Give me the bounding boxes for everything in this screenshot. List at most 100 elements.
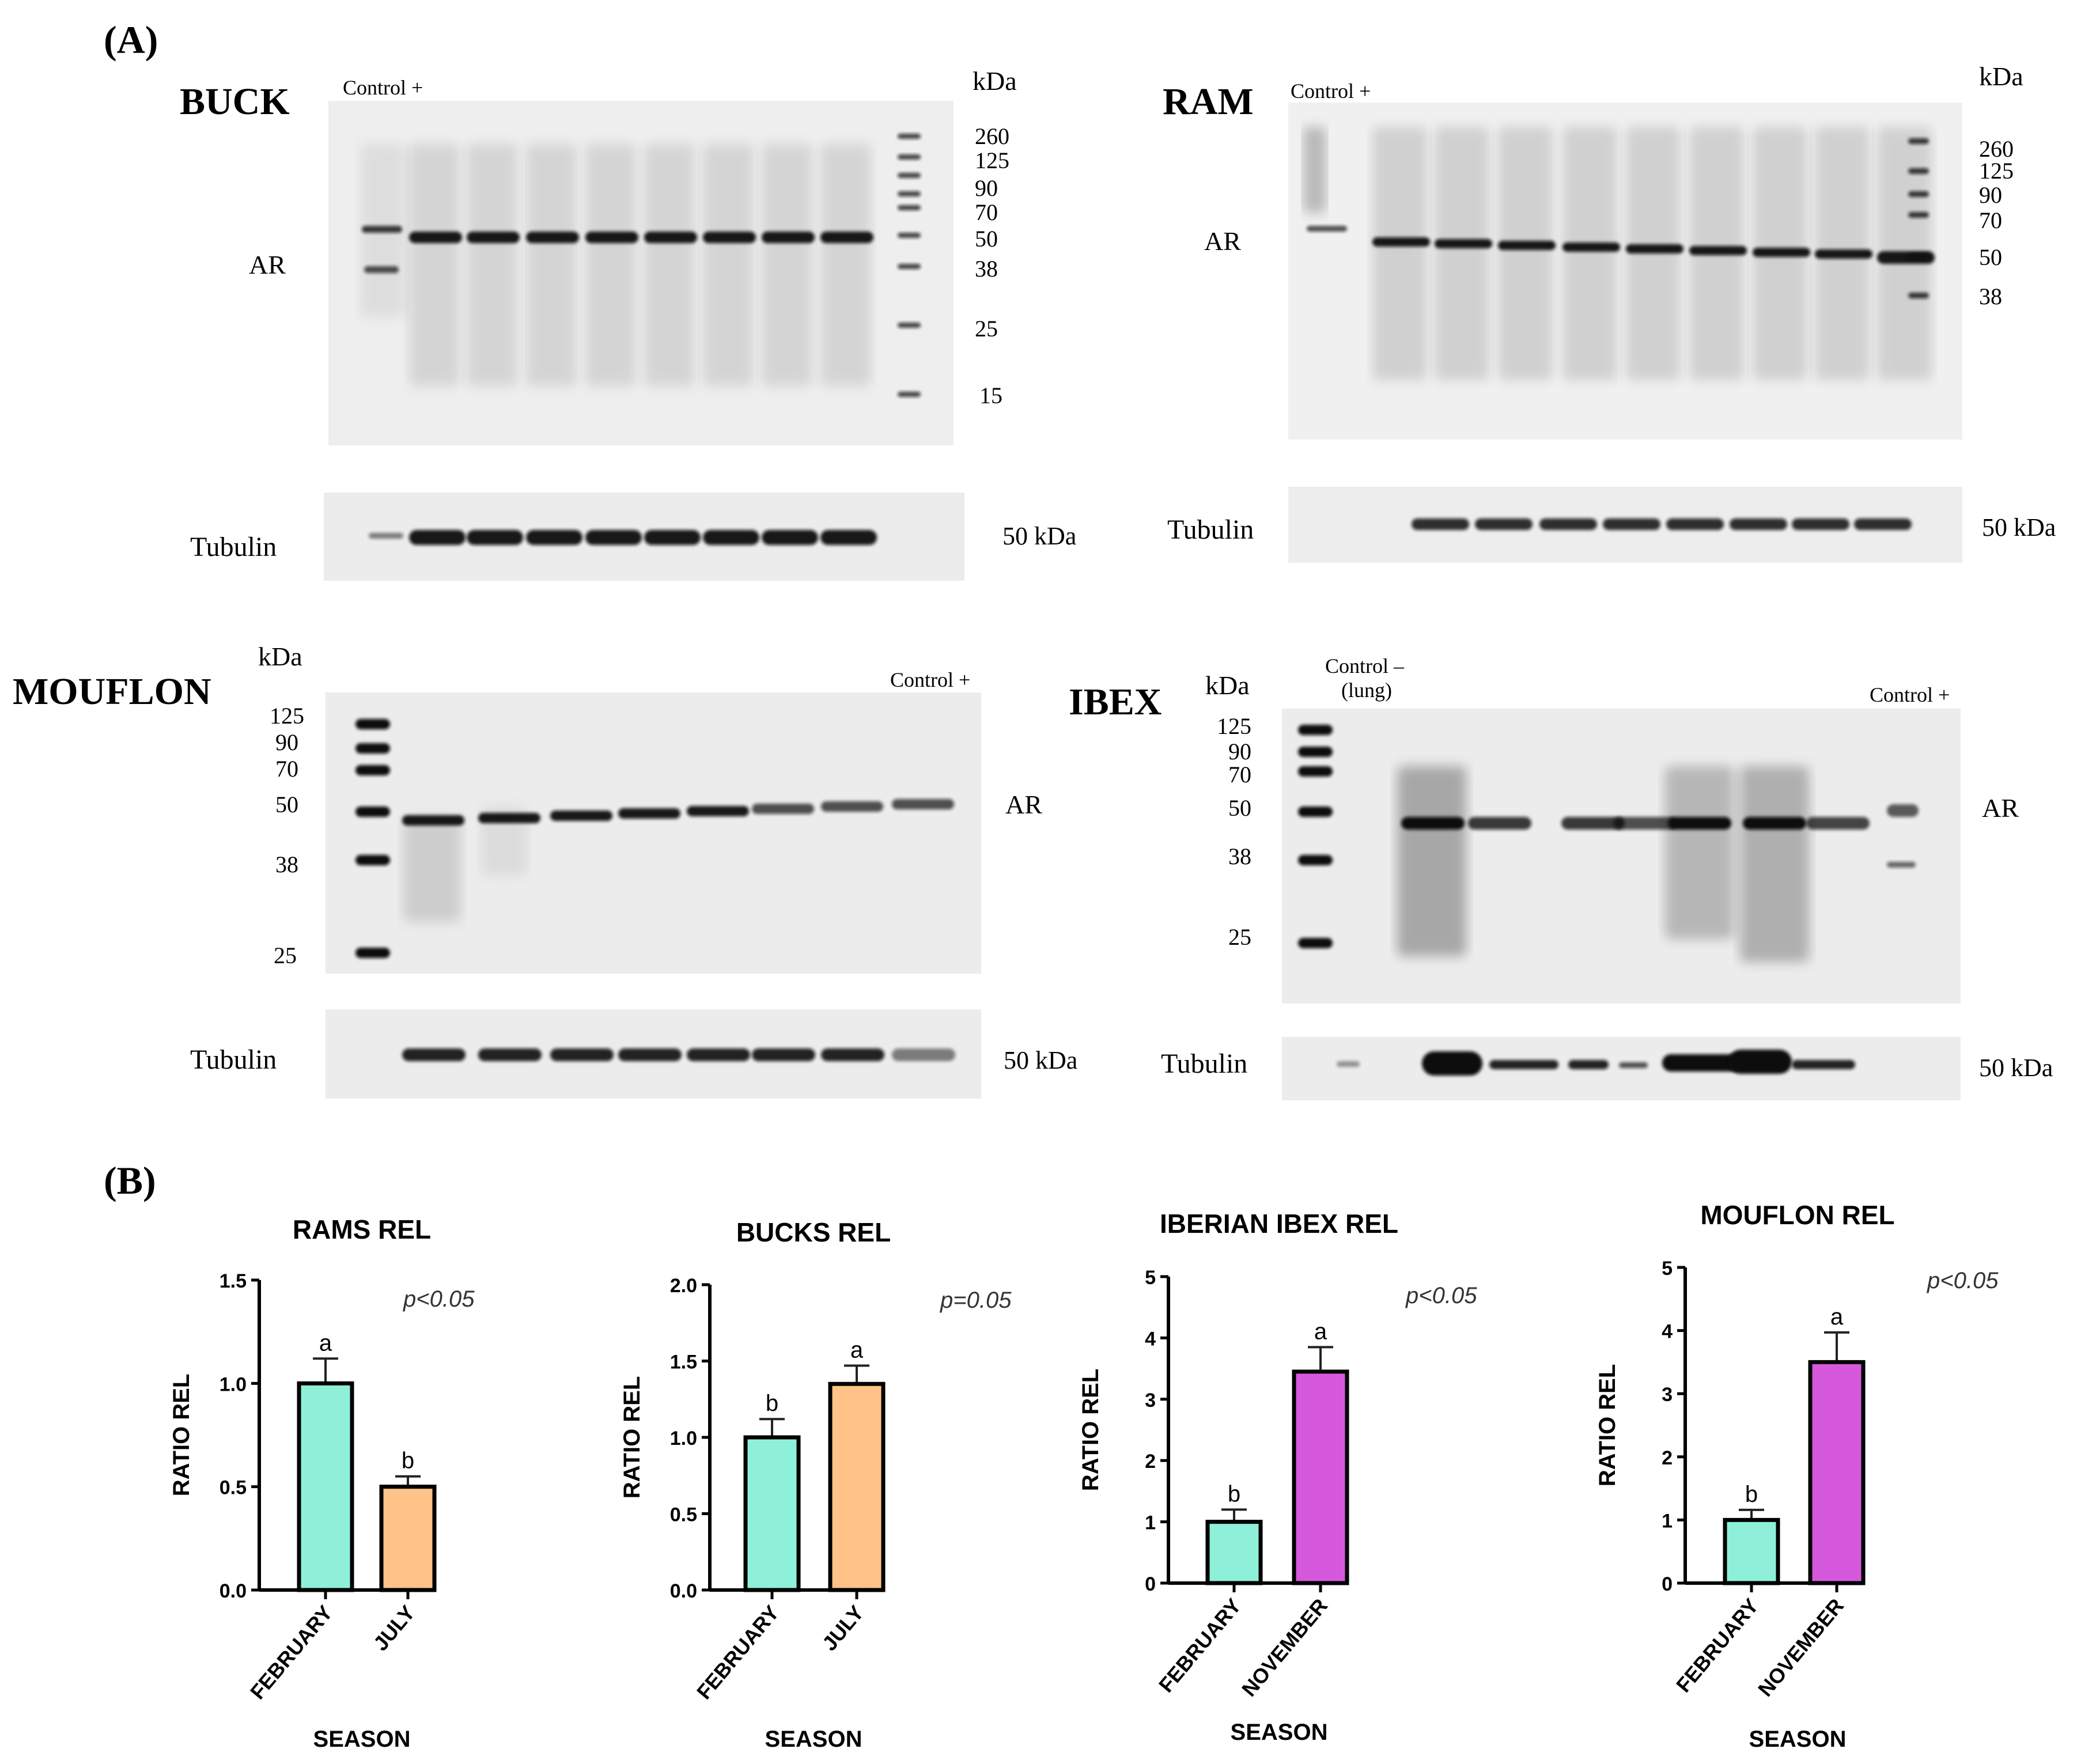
- ram-tubulin-band: [1792, 518, 1849, 530]
- buck-lane-smear: [409, 144, 460, 386]
- y-axis-label: RATIO REL: [1595, 1364, 1620, 1487]
- ram-ladder-band: [1908, 253, 1929, 259]
- ibex-marker-labels: 125 90 70 50 38 25: [1217, 713, 1251, 950]
- ram-tubulin-label: Tubulin: [1167, 514, 1254, 545]
- buck-ar-label: AR: [249, 250, 286, 279]
- ibex-ladder-band: [1298, 766, 1333, 777]
- ram-tubulin-band: [1666, 518, 1724, 530]
- chart-title: MOUFLON REL: [1700, 1200, 1894, 1230]
- ram-ar-label: AR: [1204, 226, 1241, 256]
- buck-marker-260: 260: [975, 123, 1009, 149]
- ram-ar-band: [1815, 249, 1872, 259]
- ibex-tubulin-band: [1728, 1050, 1792, 1074]
- y-tick-label: 1.5: [670, 1352, 697, 1373]
- mouflon-lane-smear: [403, 818, 461, 922]
- ram-ladder: [1908, 138, 1929, 298]
- buck-marker-70: 70: [975, 199, 998, 225]
- x-tick-label: FEBRUARY: [1154, 1594, 1246, 1697]
- buck-control-band: [364, 266, 399, 273]
- ibex-ar-band: [1561, 817, 1625, 830]
- buck-marker-15: 15: [979, 383, 1002, 408]
- ram-tubulin-band: [1539, 518, 1597, 530]
- ram-ar-smears: [1303, 127, 1932, 380]
- ram-lane-smear: [1435, 127, 1489, 380]
- ram-ar-band: [1563, 243, 1620, 252]
- ibex-ladder-band: [1298, 855, 1333, 865]
- ibex-ladder-band: [1298, 725, 1333, 735]
- bar-november: [1292, 1369, 1349, 1585]
- mouflon-kda-title: kDa: [258, 642, 302, 671]
- buck-ar-smears: [360, 144, 871, 386]
- y-tick-label: 0.5: [670, 1504, 697, 1526]
- buck-tubulin-band: [762, 530, 818, 545]
- x-tick-label: FEBRUARY: [692, 1601, 784, 1704]
- x-axis-label: SEASON: [1749, 1727, 1847, 1752]
- ram-ar-band: [1753, 248, 1810, 257]
- significance-letter: b: [766, 1391, 778, 1416]
- x-axis-label: SEASON: [1231, 1720, 1328, 1745]
- buck-lane-smear: [467, 144, 517, 386]
- buck-ar-band: [409, 232, 462, 243]
- buck-tubulin-label: Tubulin: [190, 532, 277, 562]
- buck-marker-25: 25: [975, 316, 998, 342]
- buck-lane-smear: [526, 144, 577, 386]
- bar-chart-1: RAMS REL p<0.05 RATIO REL 0.0 0.5 1.0 1.5 a FEBR…: [169, 1214, 475, 1752]
- ibex-ladder-band: [1298, 807, 1333, 817]
- chart-title: BUCKS REL: [736, 1217, 891, 1247]
- buck-control-positive-label: Control +: [343, 76, 423, 99]
- p-value-label: p=0.05: [940, 1288, 1012, 1313]
- x-tick-label: JULY: [369, 1601, 419, 1655]
- ram-marker-labels: 260 125 90 70 50 38: [1979, 136, 2014, 309]
- ram-blot: RAM Control + kDa 260 125 90 70 50 38 AR…: [1163, 62, 2056, 563]
- ibex-tubulin-band: [1568, 1060, 1609, 1069]
- y-tick-label: 0.5: [220, 1477, 247, 1499]
- x-tick-label: FEBRUARY: [1671, 1594, 1763, 1697]
- ibex-ar-band: [1401, 817, 1465, 830]
- buck-control-band: [362, 226, 402, 233]
- ibex-tubulin-band: [1619, 1062, 1648, 1068]
- bar-charts: RAMS REL p<0.05 RATIO REL 0.0 0.5 1.0 1.5 a FEBR…: [169, 1200, 1999, 1752]
- ram-tubulin-bands: [1412, 518, 1912, 530]
- ibex-ar-band: [1887, 804, 1919, 817]
- mouflon-ar-band: [402, 815, 464, 826]
- mouflon-marker-125: 125: [270, 703, 304, 729]
- bar-february: [297, 1381, 354, 1592]
- y-tick-label: 2.0: [670, 1275, 697, 1297]
- ram-tubulin-band: [1475, 518, 1533, 530]
- buck-ladder-band: [898, 233, 921, 238]
- ibex-marker-38: 38: [1228, 843, 1251, 869]
- mouflon-ar-bands: [402, 799, 954, 826]
- ibex-ar-band: [1806, 817, 1870, 830]
- ram-ladder-band: [1908, 191, 1929, 197]
- ram-tubulin-band: [1603, 518, 1660, 530]
- ibex-marker-25: 25: [1228, 924, 1251, 950]
- ram-lane-smear: [1498, 127, 1553, 380]
- y-tick-label: 3: [1145, 1390, 1156, 1411]
- ram-tubulin-band: [1730, 518, 1787, 530]
- ibex-lane-smear: [1740, 766, 1809, 962]
- ram-control-band: [1307, 226, 1347, 232]
- buck-blot: BUCK Control + kDa 260 125 90 70 50 38 2…: [180, 66, 1076, 581]
- mouflon-ar-label: AR: [1005, 790, 1042, 819]
- mouflon-ladder: [355, 719, 390, 958]
- ibex-kda-title: kDa: [1205, 671, 1250, 700]
- buck-species-label: BUCK: [180, 81, 290, 123]
- buck-tubulin-band: [526, 530, 582, 545]
- y-tick-label: 1.0: [220, 1373, 247, 1395]
- x-axis-label: SEASON: [765, 1727, 862, 1752]
- mouflon-ladder-band: [355, 807, 390, 817]
- mouflon-control-positive-label: Control +: [890, 668, 970, 691]
- ibex-ar-band: [1743, 817, 1806, 830]
- ibex-ladder-band: [1298, 747, 1333, 757]
- buck-kda-title: kDa: [973, 66, 1017, 96]
- mouflon-tubulin-band: [687, 1048, 750, 1061]
- ibex-tubulin-bands: [1337, 1050, 1855, 1076]
- mouflon-marker-70: 70: [275, 756, 298, 782]
- buck-lane-smear: [703, 144, 754, 386]
- ibex-ar-membrane: [1282, 709, 1961, 1004]
- y-tick-label: 2: [1145, 1451, 1156, 1472]
- ibex-tubulin-kda: 50 kDa: [1979, 1054, 2053, 1082]
- buck-ar-band: [467, 232, 520, 243]
- mouflon-marker-25: 25: [274, 942, 297, 968]
- ibex-ar-bands: [1401, 804, 1919, 868]
